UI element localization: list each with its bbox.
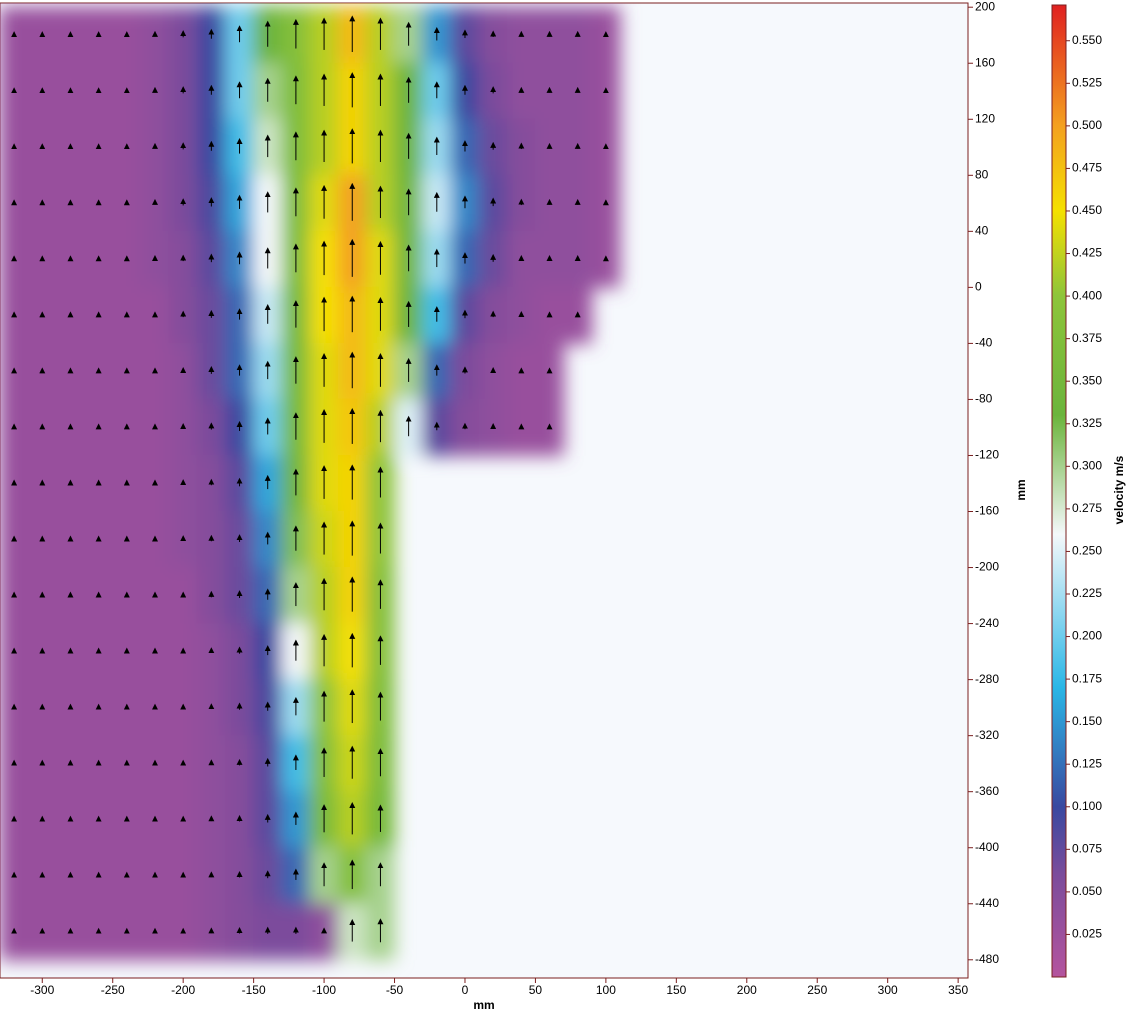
x-tick-label: -150: [242, 983, 266, 997]
y-tick-label: -400: [975, 840, 999, 854]
colorbar-label: velocity m/s: [1112, 455, 1126, 524]
y-tick-label: -360: [975, 784, 999, 798]
x-tick-label: 50: [529, 983, 543, 997]
vectors: [11, 15, 609, 943]
y-tick-label: -120: [975, 448, 999, 462]
colorbar-tick-label: 0.050: [1072, 884, 1102, 898]
colorbar-tick-label: 0.475: [1072, 161, 1102, 175]
y-tick-label: 200: [975, 0, 995, 13]
colorbar-tick-label: 0.500: [1072, 118, 1102, 132]
x-tick-label: 250: [807, 983, 827, 997]
colorbar-tick-label: 0.375: [1072, 331, 1102, 345]
x-tick-label: -250: [101, 983, 125, 997]
x-tick-label: 350: [948, 983, 968, 997]
y-tick-label: 40: [975, 224, 989, 238]
y-tick-label: 160: [975, 55, 995, 69]
y-axis-label: mm: [1014, 479, 1028, 500]
y-tick-label: 0: [975, 280, 982, 294]
y-tick-label: -80: [975, 392, 993, 406]
y-tick-label: -320: [975, 728, 999, 742]
x-tick-label: -50: [386, 983, 404, 997]
colorbar-tick-label: 0.100: [1072, 799, 1102, 813]
x-tick-label: -100: [312, 983, 336, 997]
colorbar-tick-label: 0.275: [1072, 501, 1102, 515]
cells: [0, 6, 621, 961]
x-tick-label: -300: [30, 983, 54, 997]
colorbar-tick-label: 0.150: [1072, 714, 1102, 728]
y-tick-label: -160: [975, 504, 999, 518]
colorbar-tick-label: 0.525: [1072, 75, 1102, 89]
x-tick-label: -200: [171, 983, 195, 997]
y-tick-label: -240: [975, 616, 999, 630]
y-tick-label: 120: [975, 111, 995, 125]
x-tick-label: 300: [878, 983, 898, 997]
x-axis-label: mm: [473, 998, 494, 1012]
colorbar-tick-label: 0.400: [1072, 288, 1102, 302]
colorbar-tick-label: 0.450: [1072, 203, 1102, 217]
y-tick-label: -440: [975, 896, 999, 910]
colorbar-tick-label: 0.300: [1072, 458, 1102, 472]
y-tick-label: -200: [975, 560, 999, 574]
colorbar-tick-label: 0.250: [1072, 544, 1102, 558]
colorbar-tick-label: 0.425: [1072, 246, 1102, 260]
velocity-field: [0, 6, 621, 961]
colorbar-tick-label: 0.175: [1072, 671, 1102, 685]
y-tick-label: -40: [975, 336, 993, 350]
colorbar-tick-label: 0.075: [1072, 842, 1102, 856]
colorbar-tick-label: 0.025: [1072, 927, 1102, 941]
colorbar-tick-label: 0.125: [1072, 756, 1102, 770]
colorbar-tick-label: 0.350: [1072, 373, 1102, 387]
colorbar-tick-label: 0.550: [1072, 33, 1102, 47]
x-tick-label: 0: [462, 983, 469, 997]
colorbar: [1051, 4, 1067, 978]
y-tick-label: -480: [975, 952, 999, 966]
y-tick-label: 80: [975, 167, 989, 181]
x-tick-label: 100: [596, 983, 616, 997]
colorbar-tick-label: 0.225: [1072, 586, 1102, 600]
colorbar-tick-label: 0.325: [1072, 416, 1102, 430]
y-tick-label: -280: [975, 672, 999, 686]
x-tick-label: 150: [666, 983, 686, 997]
colorbar-tick-label: 0.200: [1072, 629, 1102, 643]
x-tick-label: 200: [737, 983, 757, 997]
